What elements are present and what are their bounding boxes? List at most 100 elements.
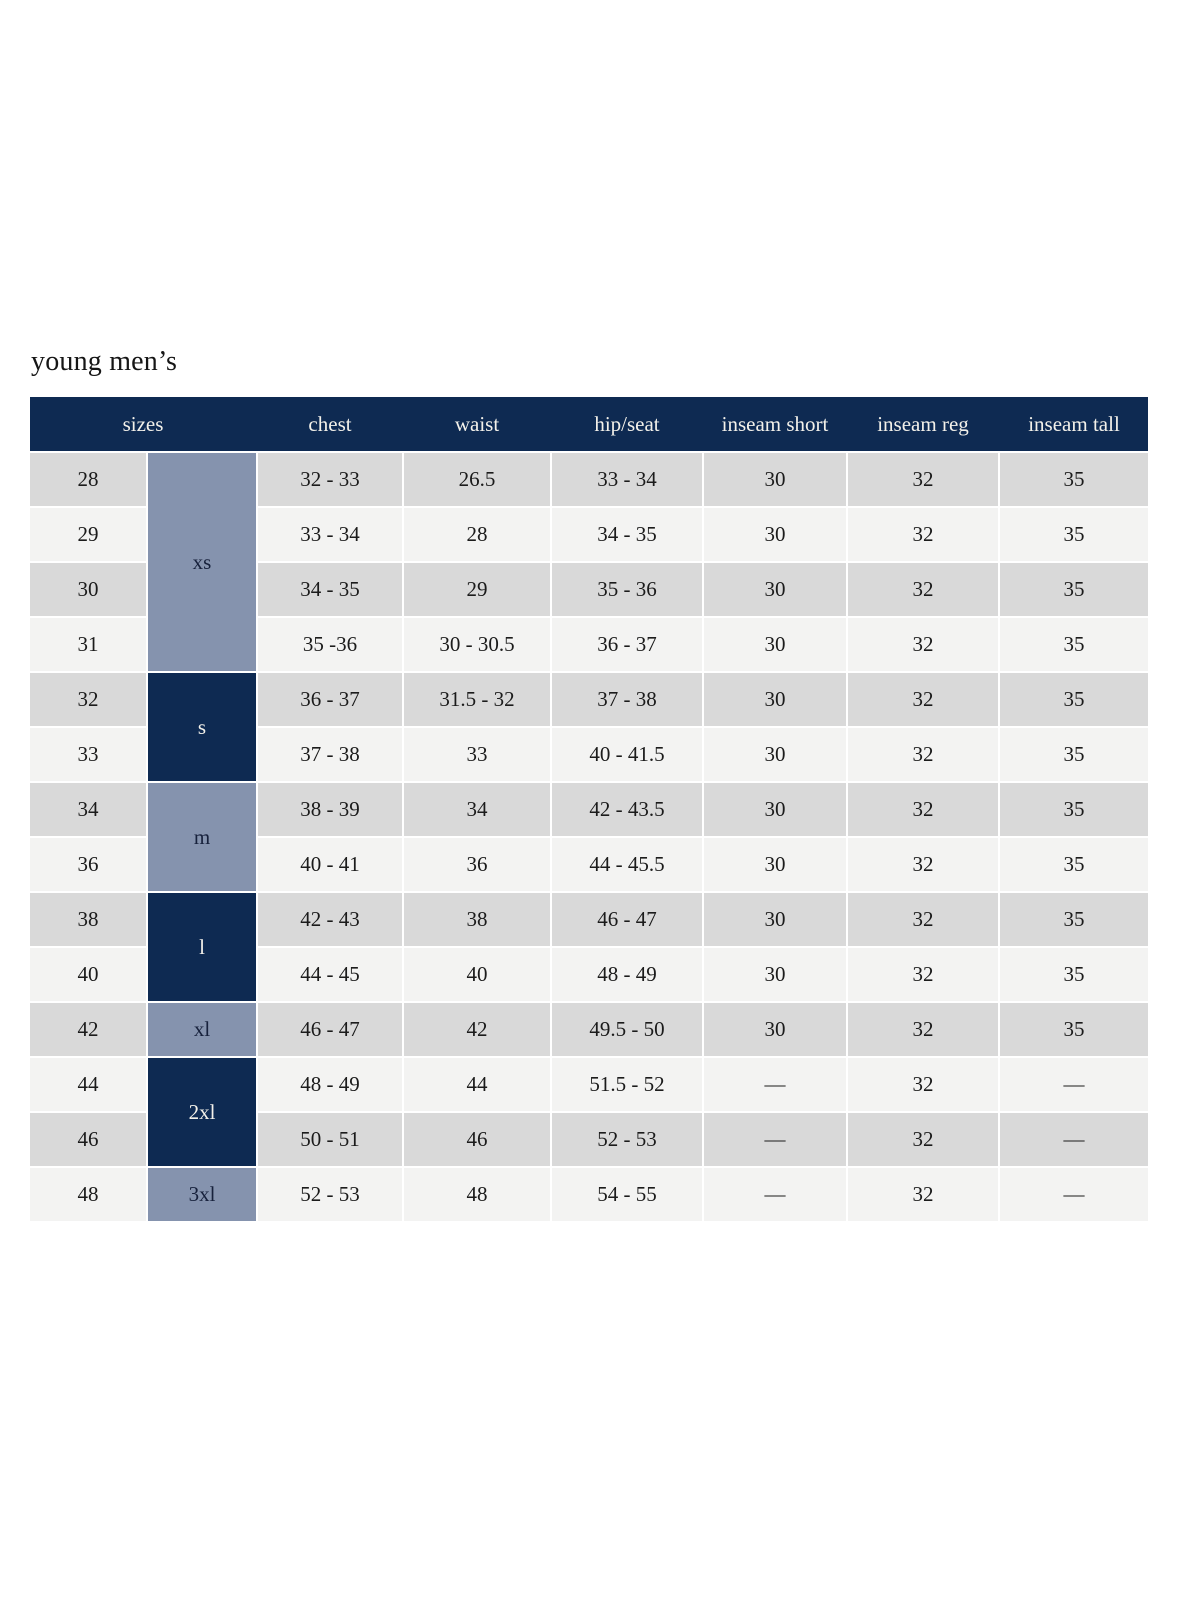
cell-chest: 50 - 51 xyxy=(258,1113,402,1166)
cell-hip-seat: 52 - 53 xyxy=(552,1113,702,1166)
cell-chest: 44 - 45 xyxy=(258,948,402,1001)
cell-waist: 31.5 - 32 xyxy=(404,673,550,726)
cell-hip-seat: 35 - 36 xyxy=(552,563,702,616)
cell-chest: 37 - 38 xyxy=(258,728,402,781)
group-cell-l: l xyxy=(148,893,256,1001)
cell-waist: 44 xyxy=(404,1058,550,1111)
col-header-inseam-tall: inseam tall xyxy=(1000,397,1148,451)
cell-hip-seat: 37 - 38 xyxy=(552,673,702,726)
cell-inseam-reg: 32 xyxy=(848,508,998,561)
cell-inseam-tall: 35 xyxy=(1000,838,1148,891)
cell-waist: 33 xyxy=(404,728,550,781)
cell-inseam-short: — xyxy=(704,1058,846,1111)
cell-inseam-short: — xyxy=(704,1168,846,1221)
cell-chest: 46 - 47 xyxy=(258,1003,402,1056)
cell-inseam-short: 30 xyxy=(704,1003,846,1056)
cell-size: 46 xyxy=(30,1113,146,1166)
cell-waist: 29 xyxy=(404,563,550,616)
cell-inseam-tall: 35 xyxy=(1000,893,1148,946)
cell-inseam-tall: — xyxy=(1000,1168,1148,1221)
cell-inseam-reg: 32 xyxy=(848,673,998,726)
cell-inseam-short: 30 xyxy=(704,783,846,836)
col-header-chest: chest xyxy=(258,397,402,451)
cell-inseam-reg: 32 xyxy=(848,1168,998,1221)
cell-hip-seat: 42 - 43.5 xyxy=(552,783,702,836)
cell-inseam-short: 30 xyxy=(704,728,846,781)
cell-waist: 34 xyxy=(404,783,550,836)
cell-size: 34 xyxy=(30,783,146,836)
cell-hip-seat: 54 - 55 xyxy=(552,1168,702,1221)
cell-hip-seat: 44 - 45.5 xyxy=(552,838,702,891)
cell-inseam-reg: 32 xyxy=(848,1113,998,1166)
table-header-row: sizes chest waist hip/seat inseam short … xyxy=(30,397,1148,451)
group-cell-2xl: 2xl xyxy=(148,1058,256,1166)
group-cell-xl: xl xyxy=(148,1003,256,1056)
cell-inseam-reg: 32 xyxy=(848,1058,998,1111)
size-chart-table: sizes chest waist hip/seat inseam short … xyxy=(30,397,1148,1221)
cell-chest: 48 - 49 xyxy=(258,1058,402,1111)
cell-hip-seat: 49.5 - 50 xyxy=(552,1003,702,1056)
cell-hip-seat: 33 - 34 xyxy=(552,453,702,506)
cell-waist: 38 xyxy=(404,893,550,946)
cell-waist: 26.5 xyxy=(404,453,550,506)
cell-size: 31 xyxy=(30,618,146,671)
group-cell-3xl: 3xl xyxy=(148,1168,256,1221)
cell-chest: 42 - 43 xyxy=(258,893,402,946)
cell-inseam-reg: 32 xyxy=(848,618,998,671)
cell-inseam-tall: 35 xyxy=(1000,1003,1148,1056)
cell-hip-seat: 51.5 - 52 xyxy=(552,1058,702,1111)
cell-inseam-short: — xyxy=(704,1113,846,1166)
col-header-waist: waist xyxy=(404,397,550,451)
col-header-hip-seat: hip/seat xyxy=(552,397,702,451)
cell-inseam-reg: 32 xyxy=(848,728,998,781)
cell-waist: 42 xyxy=(404,1003,550,1056)
cell-inseam-short: 30 xyxy=(704,673,846,726)
cell-hip-seat: 48 - 49 xyxy=(552,948,702,1001)
cell-chest: 33 - 34 xyxy=(258,508,402,561)
cell-size: 44 xyxy=(30,1058,146,1111)
cell-inseam-short: 30 xyxy=(704,893,846,946)
cell-chest: 36 - 37 xyxy=(258,673,402,726)
cell-inseam-reg: 32 xyxy=(848,838,998,891)
group-cell-xs: xs xyxy=(148,453,256,671)
cell-size: 30 xyxy=(30,563,146,616)
cell-inseam-short: 30 xyxy=(704,563,846,616)
cell-inseam-tall: — xyxy=(1000,1058,1148,1111)
cell-inseam-tall: 35 xyxy=(1000,563,1148,616)
cell-chest: 35 -36 xyxy=(258,618,402,671)
cell-inseam-tall: 35 xyxy=(1000,728,1148,781)
cell-waist: 48 xyxy=(404,1168,550,1221)
cell-inseam-reg: 32 xyxy=(848,563,998,616)
page-title: young men’s xyxy=(31,346,178,377)
group-cell-m: m xyxy=(148,783,256,891)
cell-inseam-short: 30 xyxy=(704,508,846,561)
cell-chest: 34 - 35 xyxy=(258,563,402,616)
cell-inseam-tall: — xyxy=(1000,1113,1148,1166)
cell-inseam-tall: 35 xyxy=(1000,508,1148,561)
cell-size: 42 xyxy=(30,1003,146,1056)
cell-size: 28 xyxy=(30,453,146,506)
cell-waist: 30 - 30.5 xyxy=(404,618,550,671)
cell-inseam-reg: 32 xyxy=(848,948,998,1001)
cell-waist: 28 xyxy=(404,508,550,561)
cell-inseam-reg: 32 xyxy=(848,783,998,836)
cell-inseam-reg: 32 xyxy=(848,1003,998,1056)
cell-size: 38 xyxy=(30,893,146,946)
cell-chest: 52 - 53 xyxy=(258,1168,402,1221)
cell-waist: 46 xyxy=(404,1113,550,1166)
cell-inseam-reg: 32 xyxy=(848,453,998,506)
cell-inseam-short: 30 xyxy=(704,618,846,671)
cell-chest: 38 - 39 xyxy=(258,783,402,836)
cell-inseam-tall: 35 xyxy=(1000,673,1148,726)
cell-hip-seat: 36 - 37 xyxy=(552,618,702,671)
cell-hip-seat: 34 - 35 xyxy=(552,508,702,561)
cell-inseam-tall: 35 xyxy=(1000,453,1148,506)
cell-size: 32 xyxy=(30,673,146,726)
col-header-inseam-reg: inseam reg xyxy=(848,397,998,451)
cell-size: 40 xyxy=(30,948,146,1001)
col-header-sizes: sizes xyxy=(30,397,256,451)
group-cell-s: s xyxy=(148,673,256,781)
col-header-inseam-short: inseam short xyxy=(704,397,846,451)
cell-hip-seat: 40 - 41.5 xyxy=(552,728,702,781)
